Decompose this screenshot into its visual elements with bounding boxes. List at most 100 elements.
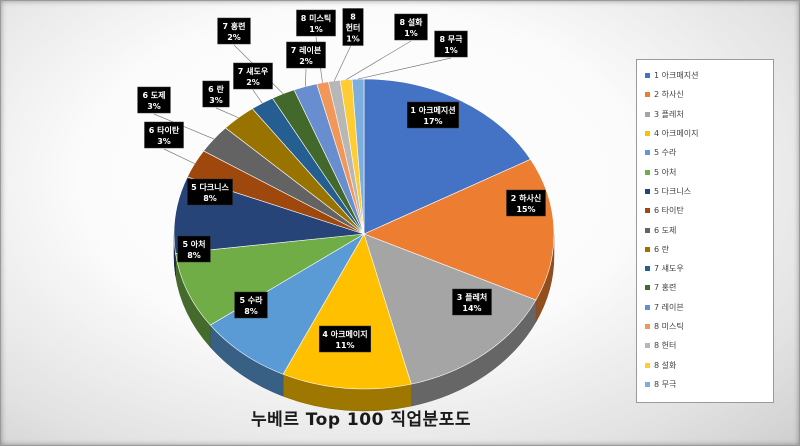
slice-6-label-box <box>177 235 211 263</box>
legend-item: 3 플레처 <box>645 105 773 124</box>
slice-5-label-box <box>234 291 268 319</box>
slice-9-label-box <box>137 86 171 114</box>
slice-3-percent: 14% <box>462 304 481 313</box>
legend-item: 2 하사신 <box>645 85 773 104</box>
legend-swatch <box>645 150 650 156</box>
legend-label: 6 란 <box>654 244 669 254</box>
pie-tops <box>173 78 555 390</box>
legend-label: 4 아크메이지 <box>654 129 699 139</box>
legend: 1 아크매지션 2 하사신 3 플레처 4 아크메이지 5 수라 5 아처 5 다크니스 6 … <box>636 59 774 403</box>
slice-1-wedge <box>363 78 531 235</box>
slice-14-percent: 1% <box>309 25 323 34</box>
legend-swatch <box>645 246 650 252</box>
slice-11-percent: 2% <box>246 78 260 87</box>
slice-11-name: 7 섀도우 <box>238 66 269 76</box>
slice-17-label-box <box>434 30 468 58</box>
slice-1-percent: 17% <box>423 117 442 126</box>
slice-10-leader <box>215 107 239 119</box>
legend-item: 6 도제 <box>645 220 773 239</box>
slice-16-percent: 1% <box>404 29 418 38</box>
slice-3-label: 3 플레처 14% <box>452 288 492 316</box>
slice-13-leader <box>304 68 307 87</box>
legend-item: 7 섀도우 <box>645 259 773 278</box>
slice-2-name: 2 하사신 <box>511 193 541 203</box>
legend-label: 7 섀도우 <box>654 264 684 274</box>
slice-8-leader <box>163 148 195 164</box>
slice-15-percent: 1% <box>346 35 360 44</box>
legend-swatch <box>645 131 650 137</box>
slice-13-name: 7 레이븐 <box>291 45 322 55</box>
slice-4-label-box <box>319 325 371 353</box>
legend-item: 6 타이탄 <box>645 201 773 220</box>
slice-14-name: 8 미스틱 <box>301 13 331 23</box>
slice-2-percent: 15% <box>516 205 535 214</box>
legend-swatch <box>645 73 650 79</box>
slice-7-label: 5 다크니스 8% <box>187 178 233 206</box>
slice-8-name: 6 타이탄 <box>149 125 180 135</box>
slice-4-name: 4 아크메이지 <box>322 329 367 339</box>
slice-8-percent: 3% <box>157 137 171 146</box>
slice-17-name: 8 무극 <box>439 35 463 44</box>
slice-5-name: 5 수라 <box>239 295 263 305</box>
legend-label: 5 다크니스 <box>654 186 692 196</box>
legend-item: 8 설화 <box>645 355 773 374</box>
slice-15-label-box <box>342 8 364 46</box>
slice-4-percent: 11% <box>335 341 354 350</box>
legend-item: 8 미스틱 <box>645 317 773 336</box>
slice-7-name: 5 다크니스 <box>191 182 229 192</box>
slice-2-label-box <box>506 189 546 217</box>
slice-9-name: 6 도제 <box>142 90 165 100</box>
slice-12-name: 7 홍련 <box>222 21 245 31</box>
legend-item: 5 수라 <box>645 143 773 162</box>
legend-swatch <box>645 343 650 349</box>
legend-item: 7 레이븐 <box>645 298 773 317</box>
chart-title: 누베르 Top 100 직업분포도 <box>250 410 472 430</box>
legend-label: 3 플레처 <box>654 109 684 119</box>
legend-label: 2 하사신 <box>654 90 684 100</box>
legend-label: 5 수라 <box>654 148 677 158</box>
legend-label: 6 타이탄 <box>654 206 684 216</box>
legend-item: 1 아크매지션 <box>645 66 773 85</box>
slice-16-label: 8 설화 1% <box>394 13 428 41</box>
slice-17-label: 8 무극 1% <box>434 30 468 58</box>
slice-13-label: 7 레이븐 2% <box>286 41 326 69</box>
legend-label: 8 헌터 <box>654 341 677 351</box>
slice-8-label-box <box>144 121 184 149</box>
slice-8-label: 6 타이탄 3% <box>144 121 184 149</box>
slice-15-name: 헌터 <box>346 23 361 33</box>
legend-swatch <box>645 266 650 272</box>
slice-10-label: 6 란3% <box>202 80 230 108</box>
legend-label: 8 미스틱 <box>654 322 684 331</box>
slice-17-leader <box>357 57 452 80</box>
slice-6-wedge <box>175 233 365 326</box>
legend-swatch <box>645 92 650 98</box>
slice-16-name: 8 설화 <box>399 17 423 27</box>
legend-item: 5 아처 <box>645 162 773 181</box>
legend-swatch <box>645 304 650 310</box>
legend-swatch <box>645 227 650 233</box>
slice-9-label: 6 도제 3% <box>137 86 171 114</box>
slice-11-label-box <box>233 62 273 90</box>
slice-15-label: 8헌터 1% <box>342 8 364 46</box>
legend-swatch <box>645 111 650 117</box>
slice-7-percent: 8% <box>203 194 217 203</box>
slice-14-label-box <box>296 9 336 37</box>
slice-11-leader <box>252 89 263 104</box>
slice-12-label-box <box>217 17 251 45</box>
legend-swatch <box>645 381 650 387</box>
legend-item: 4 아크메이지 <box>645 124 773 143</box>
slice-4-wedge <box>282 233 412 390</box>
legend-item: 6 란 <box>645 240 773 259</box>
slice-1-label: 1 아크메지션 17% <box>407 101 459 129</box>
slice-1-name: 1 아크메지션 <box>410 105 455 115</box>
legend-swatch <box>645 169 650 175</box>
legend-label: 1 아크매지션 <box>654 71 699 81</box>
slice-6-label: 5 아처 8% <box>177 235 211 263</box>
slice-3-wedge <box>363 233 537 385</box>
slice-9-leader <box>153 113 215 140</box>
legend-item: 5 다크니스 <box>645 182 773 201</box>
slice-10-label-box <box>202 80 230 108</box>
slice-10-percent: 3% <box>209 96 223 105</box>
slice-16-leader <box>345 40 412 80</box>
